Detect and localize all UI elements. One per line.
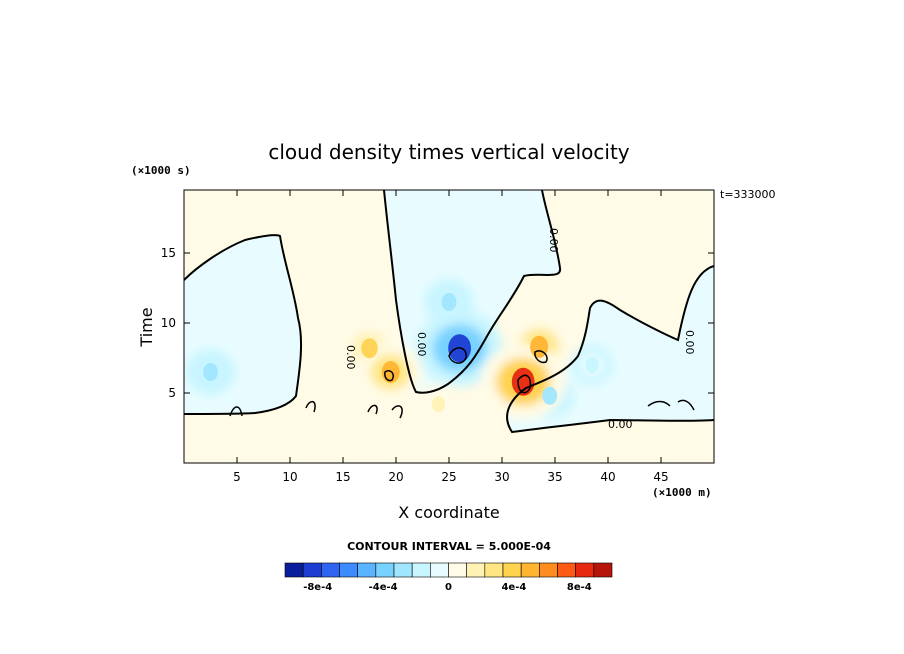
feature-core [585, 357, 599, 373]
colorbar-swatch [284, 562, 304, 578]
x-tick-label: 10 [282, 470, 297, 484]
x-axis-label: X coordinate [398, 503, 499, 522]
x-tick-label: 15 [335, 470, 350, 484]
y-unit-label: (×1000 s) [131, 164, 191, 177]
x-tick-label: 30 [494, 470, 509, 484]
colorbar-tick-label: 8e-4 [567, 582, 592, 593]
contour-core-positive-1 [534, 350, 548, 364]
time-stamp: t=333000 [720, 188, 776, 201]
colorbar-swatch [448, 562, 467, 578]
contour-core-positive-3 [384, 369, 395, 382]
colorbar-swatch [375, 562, 395, 578]
contour-core-negative [448, 347, 467, 364]
x-ticks: 5 10 15 20 25 30 35 40 45 [233, 190, 669, 484]
y-axis-label: Time [137, 307, 156, 347]
x-unit-label: (×1000 m) [652, 486, 712, 499]
colorbar-swatch [557, 562, 576, 578]
x-tick-label: 20 [388, 470, 403, 484]
x-tick-label: 25 [441, 470, 456, 484]
colorbar-swatch [339, 562, 358, 578]
colorbar-swatch [520, 562, 540, 578]
chart-title: cloud density times vertical velocity [268, 140, 629, 164]
colorbar-tick-label: -4e-4 [369, 582, 398, 593]
contour-label: 0.00 [344, 345, 357, 370]
feature-core [441, 293, 457, 311]
colorbar-tick-label: 0 [445, 582, 452, 593]
colorbar: -8e-4 -4e-4 0 4e-4 8e-4 [284, 562, 613, 593]
zero-contour-left [184, 234, 303, 415]
zero-contour-wiggles [229, 399, 695, 419]
colorbar-swatch [575, 562, 595, 578]
colorbar-swatch [393, 562, 413, 578]
y-tick-label: 10 [161, 316, 176, 330]
x-tick-label: 40 [600, 470, 615, 484]
contour-label: 0.00 [415, 332, 428, 357]
zero-contour-right [506, 265, 714, 434]
colorbar-swatch [502, 562, 522, 578]
plot-area: 0.00 0.00 0.00 0.00 0.00 [184, 190, 714, 463]
colorbar-swatch [466, 562, 486, 578]
x-tick-label: 45 [653, 470, 668, 484]
contour-core-positive-2 [517, 374, 532, 394]
colorbar-tick-label: -8e-4 [303, 582, 332, 593]
x-tick-label: 5 [233, 470, 241, 484]
colorbar-swatch [321, 562, 340, 578]
contour-label: 0.00 [683, 330, 696, 355]
colorbar-swatch [593, 562, 613, 578]
colorbar-swatch [484, 562, 504, 578]
feature-core [542, 386, 558, 405]
feature-core [511, 367, 535, 396]
y-tick-label: 15 [161, 246, 176, 260]
colorbar-swatch [302, 562, 322, 578]
contour-label: 0.00 [547, 228, 560, 253]
colorbar-swatch [411, 562, 431, 578]
feature-core [431, 396, 445, 413]
colorbar-swatch [539, 562, 558, 578]
x-tick-label: 35 [547, 470, 562, 484]
contour-interval-label: CONTOUR INTERVAL = 5.000E-04 [347, 540, 551, 553]
colorbar-swatch [430, 562, 449, 578]
feature-core [361, 338, 378, 359]
feature-core [203, 363, 218, 381]
colorbar-tick-label: 4e-4 [501, 582, 526, 593]
contour-label: 0.00 [608, 418, 633, 431]
zero-contour-center [383, 190, 562, 394]
colorbar-swatch [357, 562, 377, 578]
y-tick-label: 5 [168, 386, 176, 400]
y-ticks: 5 10 15 [161, 246, 714, 400]
